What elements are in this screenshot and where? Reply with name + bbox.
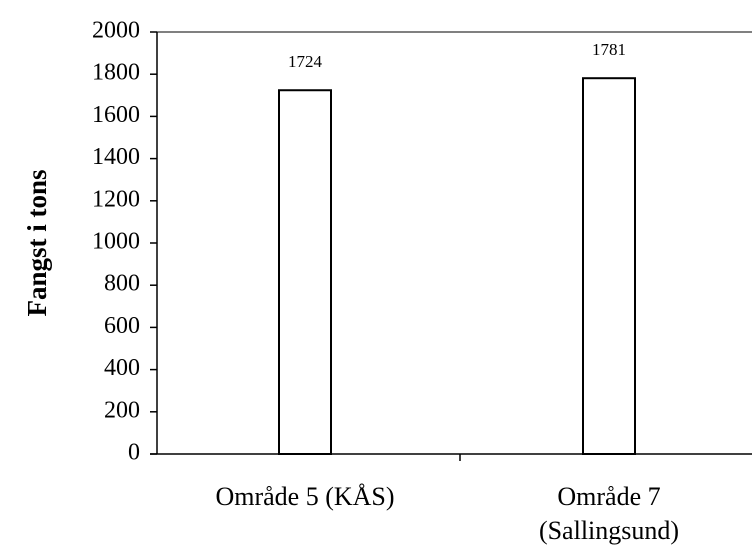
y-tick-label: 200 (104, 397, 140, 423)
x-tick-label: Område 7 (Sallingsund) (538, 482, 680, 545)
bar (582, 77, 636, 455)
value-label: 1724 (288, 52, 323, 71)
y-tick-label: 600 (104, 313, 140, 339)
value-label: 1781 (592, 40, 626, 59)
y-tick-label: 1400 (92, 144, 140, 170)
y-tick-label: 1000 (92, 229, 140, 255)
y-tick-label: 1600 (92, 102, 140, 128)
y-tick-label: 400 (104, 355, 140, 381)
y-tick-label: 800 (104, 271, 140, 297)
x-tick-label: Område 5 (KÅS) (215, 482, 395, 511)
y-tick-label: 0 (128, 440, 140, 466)
y-tick-label: 1200 (92, 186, 140, 212)
y-tick-label: 2000 (92, 18, 140, 44)
y-tick-label: 1800 (92, 60, 140, 86)
bar (278, 89, 332, 456)
y-axis-label: Fangst i tons (22, 169, 52, 316)
